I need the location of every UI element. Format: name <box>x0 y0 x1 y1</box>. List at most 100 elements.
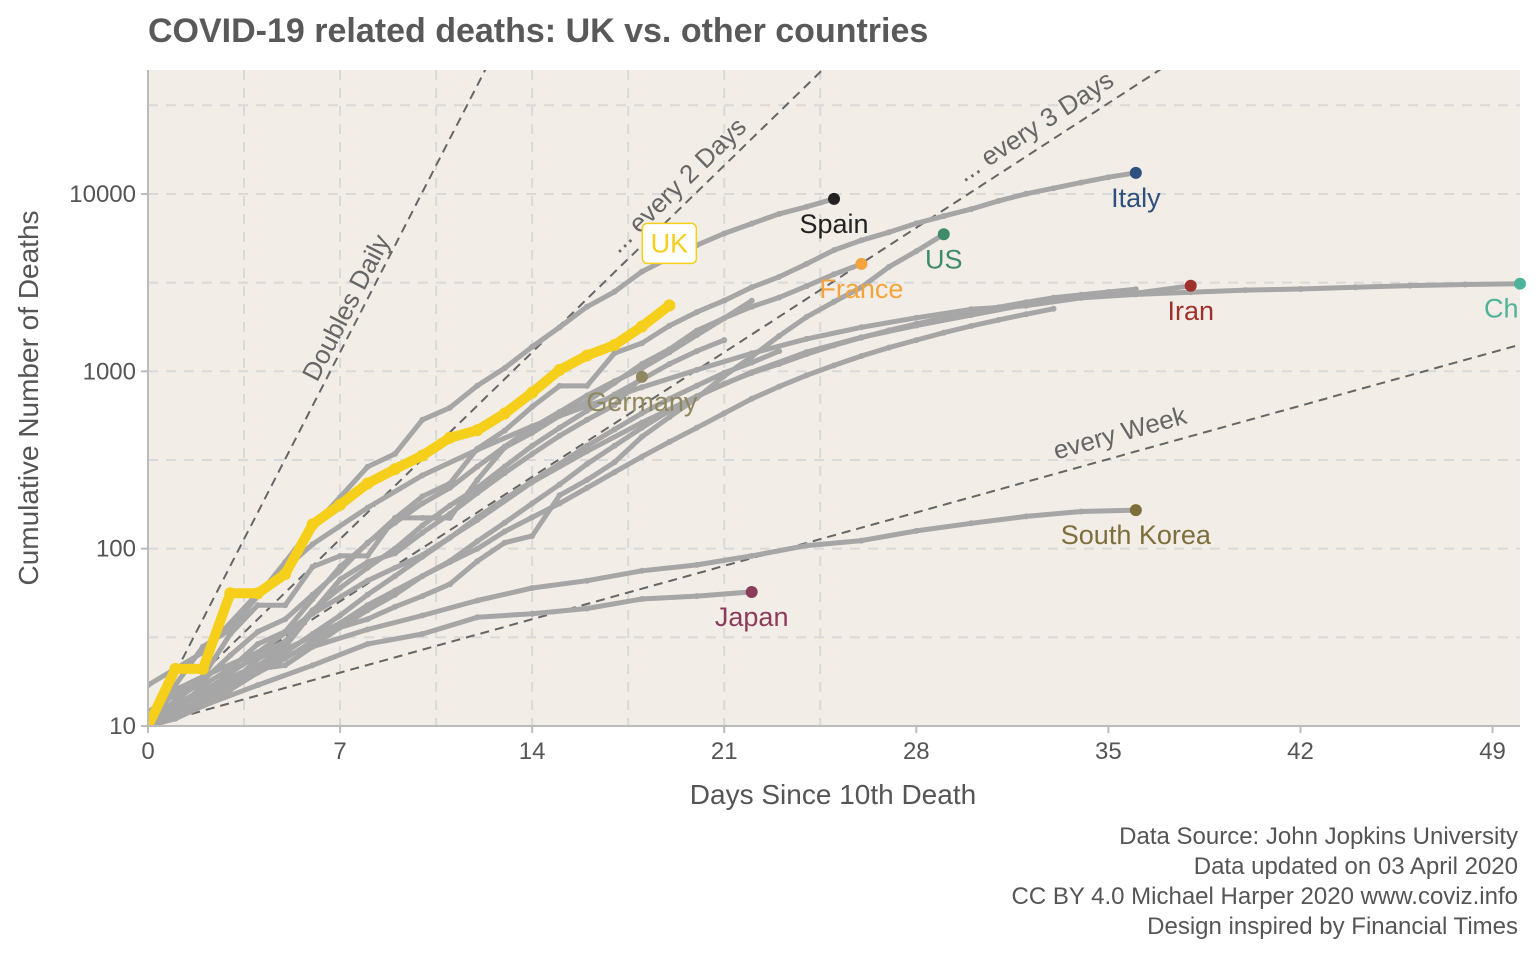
background-series-5-point <box>913 337 920 344</box>
x-tick-label: 14 <box>519 738 546 765</box>
x-tick-label: 21 <box>711 738 738 765</box>
background-series-5-point <box>1023 311 1030 318</box>
endpoint-spain <box>828 192 840 205</box>
series-label-italy: Italy <box>1111 183 1161 213</box>
series-line-italy-point <box>858 237 865 244</box>
series-line-us-point <box>638 433 645 440</box>
series-line-south-korea-point <box>199 686 206 693</box>
y-tick-label: 1000 <box>83 358 136 385</box>
series-line-italy-point <box>885 229 892 236</box>
series-line-iran-point <box>913 322 920 329</box>
series-label-spain: Spain <box>799 209 868 239</box>
endpoint-china <box>1514 277 1526 290</box>
series-line-iran-point <box>199 673 206 680</box>
background-series-3-point <box>638 424 645 431</box>
series-line-uk-point <box>389 463 401 476</box>
series-line-us-point <box>364 616 371 623</box>
series-line-germany-point <box>419 529 426 536</box>
series-line-germany-point <box>611 402 618 409</box>
background-series-5-point <box>1050 305 1057 312</box>
series-line-uk-point <box>526 386 539 399</box>
series-line-uk-point <box>306 518 319 531</box>
endpoint-iran <box>1184 279 1197 292</box>
background-series-1-point <box>254 628 261 635</box>
series-line-italy-point <box>419 493 426 500</box>
background-series-2-point <box>337 585 344 591</box>
series-line-france-point <box>776 294 783 301</box>
background-series-2-point <box>721 337 728 344</box>
series-line-us-point <box>501 539 508 546</box>
background-series-3-point <box>584 461 590 467</box>
series-line-germany-point <box>446 510 453 517</box>
background-series-2-point <box>364 564 371 571</box>
series-line-china-point <box>913 314 920 321</box>
background-series-3-point <box>529 500 536 507</box>
endpoint-japan <box>745 585 758 598</box>
series-line-italy-point <box>666 322 673 329</box>
series-line-italy-point <box>721 297 728 304</box>
y-axis-ticks: 10 100 1000 10000 <box>69 181 148 740</box>
background-series-4-point <box>364 591 371 598</box>
series-line-spain-point <box>501 365 508 372</box>
series-label-china: Ch <box>1484 294 1519 324</box>
series-line-iran-point <box>968 312 975 318</box>
background-series-5-point <box>638 453 645 460</box>
background-series-5-point <box>501 528 508 535</box>
series-line-spain-point <box>392 450 398 457</box>
series-line-spain-point <box>776 210 783 217</box>
series-line-uk-point <box>608 339 621 351</box>
series-line-iran-point <box>474 517 481 523</box>
series-line-china-point <box>419 472 426 479</box>
series-line-uk-point <box>471 424 484 437</box>
x-axis-ticks: 0 7 14 21 28 35 42 49 <box>141 726 1506 765</box>
series-label-south-korea: South Korea <box>1061 520 1212 550</box>
series-line-iran-point <box>364 577 371 584</box>
series-line-us-point <box>282 662 289 669</box>
series-line-italy-point <box>584 382 590 389</box>
background-series-1-point <box>419 500 426 507</box>
series-line-us-point <box>474 558 481 565</box>
series-line-germany-point <box>584 416 590 423</box>
series-line-germany-point <box>501 470 508 476</box>
series-line-iran-point <box>419 552 426 559</box>
series-line-italy-point <box>309 596 316 602</box>
background-series-4-point <box>611 426 618 433</box>
series-line-us <box>148 231 947 722</box>
endpoint-us <box>937 228 950 241</box>
series-line-france-point <box>638 361 645 367</box>
background-series-1-point <box>474 463 481 470</box>
series-line-iran-point <box>803 349 810 356</box>
series-line-uk-point <box>334 498 347 511</box>
series-line-france-point <box>419 514 426 521</box>
series-line-south-korea-point <box>1078 508 1084 515</box>
series-line-china <box>148 281 1520 688</box>
series-line-spain-point <box>721 230 728 237</box>
background-series-5-point <box>666 438 673 445</box>
series-line-us-point <box>611 459 618 466</box>
background-series-4-point <box>666 395 673 402</box>
series-line-italy-point <box>748 284 755 291</box>
background-series-5-point <box>968 323 975 329</box>
reference-line-doubles-daily <box>148 70 487 726</box>
background-series-5 <box>148 306 1056 722</box>
series-line-germany-point <box>474 490 481 496</box>
series-line-south-korea-point <box>474 597 481 604</box>
series-line-france-point <box>666 346 673 353</box>
series-line-italy-point <box>529 403 536 410</box>
series-line-japan-point <box>474 614 481 621</box>
background-series-4-point <box>638 410 645 417</box>
series-line-china-point <box>1297 286 1304 292</box>
series-line-spain-point <box>638 268 645 275</box>
series-line-italy-point <box>831 247 837 254</box>
series-line-italy-point <box>364 540 371 547</box>
series-line-china-point <box>1078 294 1084 301</box>
series-line-us-point <box>885 264 892 270</box>
series-line-south-korea-point <box>1023 513 1030 520</box>
caption-line-source: Data Source: John Jopkins University <box>1119 823 1518 850</box>
series-line-china-point <box>1242 287 1249 294</box>
reference-line-every-3-days <box>148 70 1162 726</box>
series-line-china-point <box>1407 282 1414 289</box>
series-line-germany-point <box>227 682 234 689</box>
series-line-japan <box>148 589 755 726</box>
x-tick-label: 28 <box>903 738 930 765</box>
